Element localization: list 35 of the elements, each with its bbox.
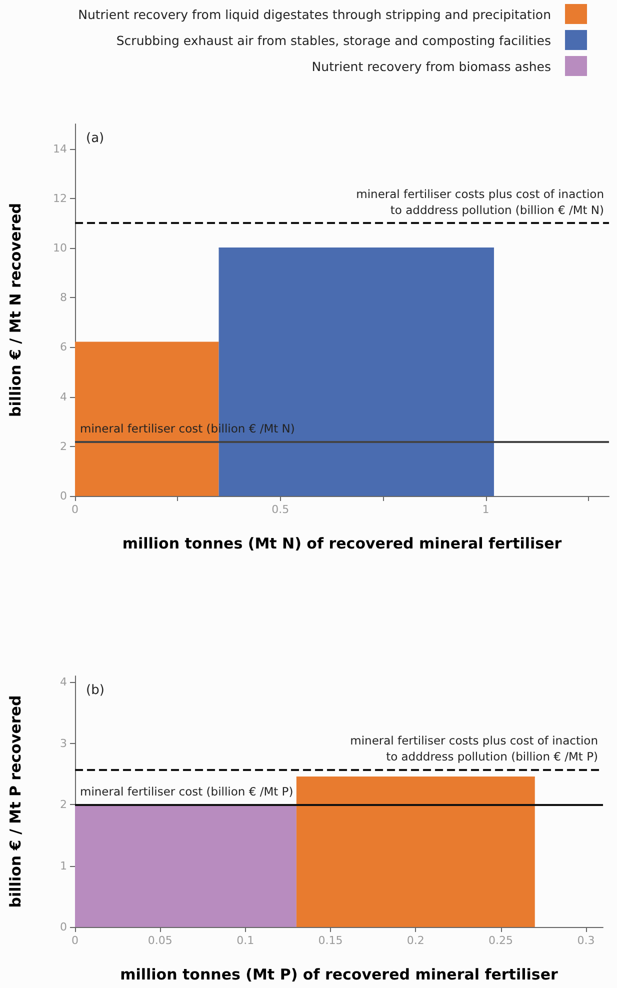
annotation: (a) <box>86 131 104 146</box>
x-axis-title: million tonnes (Mt N) of recovered mineral fertiliser <box>122 534 562 552</box>
ref-line-label: mineral fertiliser costs plus cost of inaction to adddress pollution (billion € /Mt N) <box>356 187 604 218</box>
x-axis-title: million tonnes (Mt P) of recovered mineral fertiliser <box>120 966 558 984</box>
x-tick-label: 1 <box>482 503 490 516</box>
x-tick-label: 0 <box>72 934 78 947</box>
x-tick-label: 0.15 <box>318 934 343 947</box>
y-axis-title: billion € / Mt P recovered <box>6 695 24 908</box>
y-tick-label: 2 <box>60 440 67 453</box>
y-tick-label: 1 <box>60 859 67 872</box>
y-tick-label: 10 <box>53 242 67 254</box>
legend-label: Nutrient recovery from biomass ashes <box>312 58 551 74</box>
y-tick-label: 14 <box>53 142 67 156</box>
y-tick-label: 0 <box>60 490 67 502</box>
x-tick-label: 0.2 <box>406 934 424 947</box>
y-axis-title: billion € / Mt N recovered <box>6 203 24 417</box>
y-tick-label: 2 <box>60 798 67 812</box>
legend-label: Scrubbing exhaust air from stables, storage and composting facilities <box>116 32 551 48</box>
legend-label: Nutrient recovery from liquid digestates through stripping and precipitation <box>78 6 551 22</box>
ref-line-label: mineral fertiliser cost (billion € /Mt P) <box>80 784 294 799</box>
y-tick-label: 12 <box>53 192 67 205</box>
x-tick-label: 0.5 <box>272 503 290 516</box>
y-tick-label: 6 <box>60 340 67 354</box>
y-tick-label: 0 <box>60 920 67 934</box>
annotation: (b) <box>86 683 104 698</box>
ref-line-label: mineral fertiliser costs plus cost of inaction to adddress pollution (billion € /Mt P) <box>350 734 598 764</box>
x-tick-label: 0.3 <box>577 934 595 947</box>
x-tick-label: 0.25 <box>488 934 514 947</box>
x-tick-label: 0.1 <box>236 934 254 947</box>
x-tick-label: 0.05 <box>148 934 172 947</box>
x-tick-label: 0 <box>72 503 78 516</box>
y-tick-label: 4 <box>60 676 67 689</box>
y-tick-label: 8 <box>60 291 67 304</box>
y-tick-label: 4 <box>60 390 67 404</box>
y-tick-label: 3 <box>60 736 67 750</box>
